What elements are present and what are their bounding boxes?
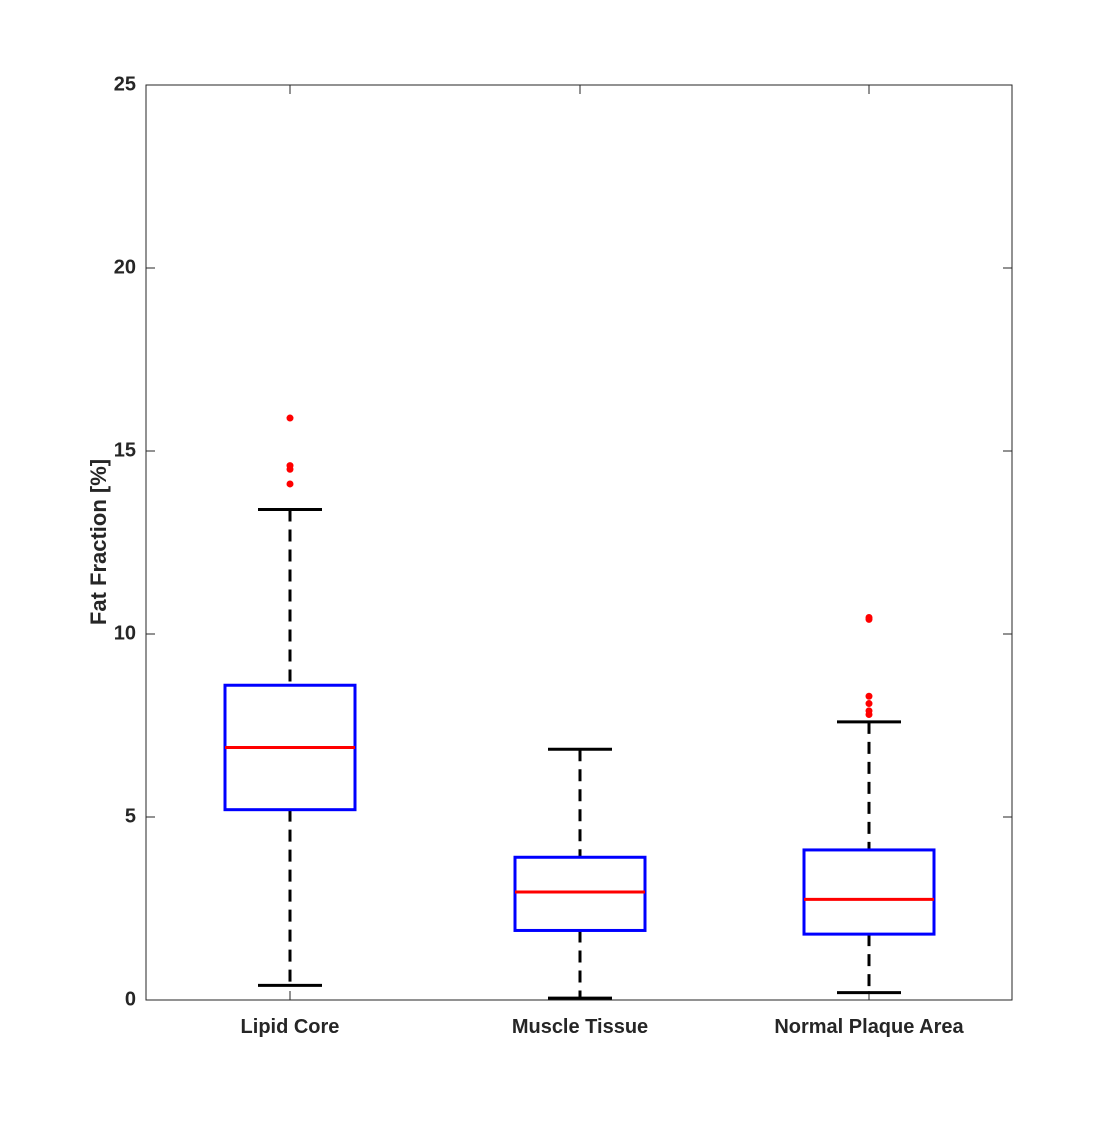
iqr-box	[802, 848, 936, 936]
outlier-point	[865, 700, 873, 708]
y-tick-label: 10	[114, 622, 136, 644]
x-category-label: Muscle Tissue	[512, 1016, 648, 1038]
box-group	[223, 414, 357, 987]
outlier-point	[286, 414, 294, 422]
box-group	[802, 614, 936, 995]
outlier-point	[865, 614, 873, 622]
plot-area	[145, 84, 1013, 1001]
outlier-point	[865, 692, 873, 700]
y-tick-label: 25	[114, 73, 136, 95]
x-category-label: Normal Plaque Area	[774, 1016, 964, 1038]
y-axis-title: Fat Fraction [%]	[86, 459, 111, 625]
x-category-label: Lipid Core	[241, 1016, 340, 1038]
outlier-point	[286, 480, 294, 488]
y-tick-label: 5	[125, 805, 136, 827]
x-axis: Lipid Core Muscle Tissue Normal Plaque Are…	[241, 85, 965, 1038]
y-axis: 0 5 10 15 20 25	[114, 73, 1012, 1010]
outlier-point	[286, 462, 294, 470]
outlier-point	[865, 707, 873, 715]
boxes-layer	[223, 414, 936, 1000]
y-tick-label: 0	[125, 988, 136, 1010]
y-tick-label: 20	[114, 256, 136, 278]
y-tick-label: 15	[114, 439, 136, 461]
iqr-box	[513, 855, 647, 932]
box-group	[513, 747, 647, 1000]
